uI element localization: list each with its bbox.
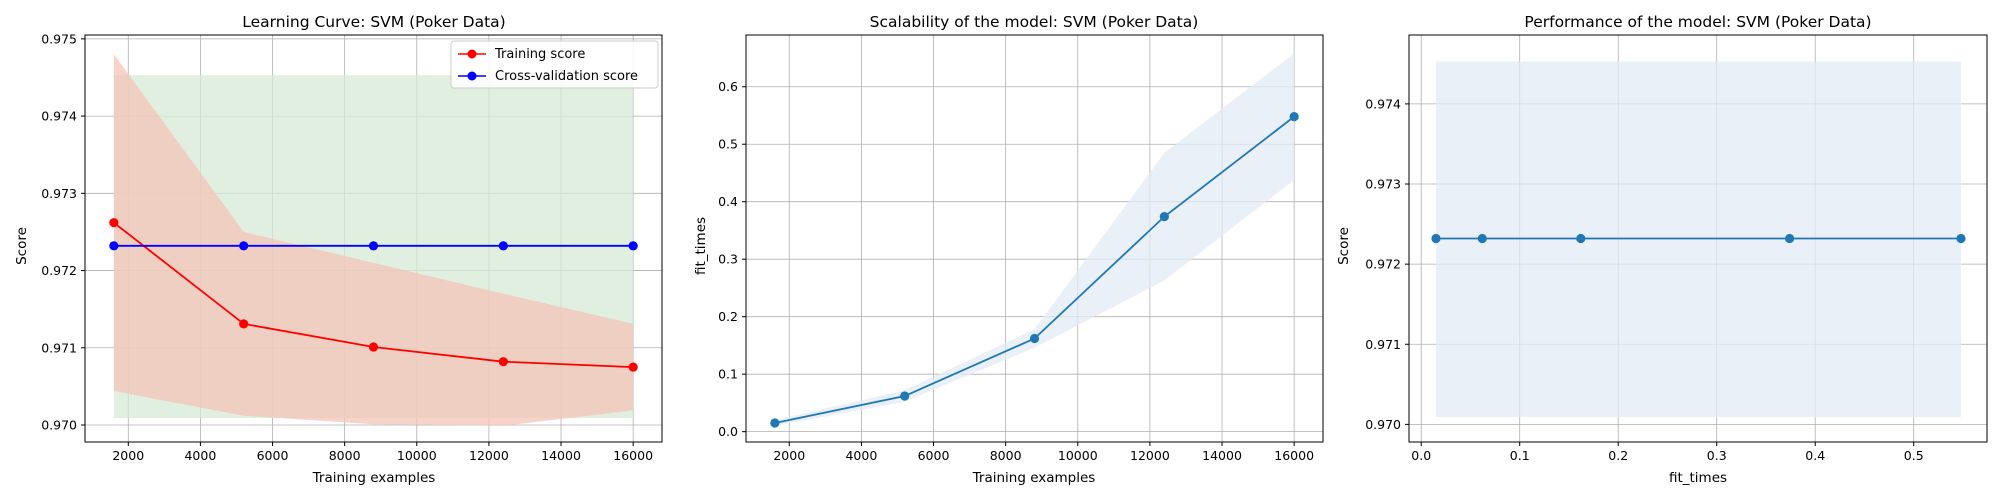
x-tick-label: 2000 [773, 448, 805, 463]
chart-title: Scalability of the model: SVM (Poker Dat… [870, 13, 1199, 31]
confidence-band [113, 54, 634, 426]
x-tick-label: 0.1 [1510, 448, 1530, 463]
data-point [628, 362, 638, 372]
y-tick-label: 0.1 [718, 367, 738, 382]
learning-curve-panel: Learning Curve: SVM (Poker Data) Trainin… [14, 13, 663, 486]
data-point [498, 241, 508, 251]
plot-area: 2000 4000 6000 8000 10000 12000 14000 16000 0.0 0… [718, 34, 1324, 463]
chart-title: Performance of the model: SVM (Poker Dat… [1524, 13, 1871, 31]
x-tick-label: 10000 [1058, 448, 1098, 463]
legend-label-training: Training score [494, 47, 585, 62]
data-point [1785, 233, 1795, 244]
y-tick-label: 0.970 [1365, 417, 1401, 432]
data-point [1159, 212, 1169, 222]
plot-area: 2000 4000 6000 8000 10000 12000 14000 16000 0.97… [41, 31, 663, 463]
axes-frame [84, 34, 663, 443]
x-tick-label: 12000 [1130, 448, 1170, 463]
data-point [900, 391, 910, 401]
y-tick-label: 0.972 [41, 263, 77, 278]
y-tick-label: 0.0 [718, 424, 738, 439]
data-point [368, 241, 379, 251]
data-point [770, 418, 780, 428]
plot-area: 0.0 0.1 0.2 0.3 0.4 0.5 0.970 0.971 0.972 0.973 0.… [1365, 34, 1988, 463]
x-tick-label: 16000 [613, 448, 653, 463]
y-tick-label: 0.2 [718, 309, 738, 324]
performance-panel: Performance of the model: SVM (Poker Dat… [1336, 13, 1988, 486]
x-tick-label: 4000 [845, 448, 877, 463]
data-point [368, 342, 379, 352]
x-tick-label: 4000 [184, 448, 216, 463]
x-tick-label: 0.0 [1411, 448, 1431, 463]
legend-label-cv: Cross-validation score [495, 69, 638, 84]
x-axis-label: fit_times [1669, 470, 1727, 486]
data-point [628, 241, 638, 251]
data-point [1289, 112, 1299, 122]
y-tick-label: 0.970 [41, 418, 77, 433]
x-tick-label: 14000 [541, 448, 581, 463]
data-point [239, 319, 249, 329]
x-axis-label: Training examples [312, 470, 436, 486]
confidence-band [774, 53, 1295, 426]
x-tick-label: 14000 [1202, 448, 1242, 463]
y-tick-label: 0.971 [1365, 337, 1401, 352]
x-tick-label: 10000 [397, 448, 437, 463]
y-tick-label: 0.4 [718, 194, 738, 209]
legend-marker-cv [467, 71, 477, 81]
data-point [1431, 233, 1441, 244]
x-tick-label: 16000 [1274, 448, 1314, 463]
axes-frame [745, 34, 1324, 443]
x-tick-label: 6000 [918, 448, 950, 463]
y-tick-label: 0.974 [1365, 96, 1401, 111]
data-point [1576, 233, 1586, 244]
y-tick-label: 0.3 [718, 252, 738, 267]
x-tick-label: 0.3 [1707, 448, 1727, 463]
y-axis-label: Score [14, 227, 30, 265]
y-tick-label: 0.971 [41, 340, 77, 355]
y-tick-label: 0.974 [41, 109, 77, 124]
y-tick-label: 0.6 [718, 79, 738, 94]
x-tick-label: 0.5 [1904, 448, 1924, 463]
x-tick-label: 12000 [469, 448, 509, 463]
y-axis-label: Score [1336, 227, 1352, 265]
y-tick-label: 0.975 [41, 31, 77, 46]
x-axis-label: Training examples [972, 470, 1096, 486]
x-tick-label: 0.4 [1805, 448, 1825, 463]
y-tick-label: 0.973 [1365, 177, 1401, 192]
y-tick-label: 0.5 [718, 137, 738, 152]
x-tick-label: 2000 [112, 448, 144, 463]
chart-title: Learning Curve: SVM (Poker Data) [242, 13, 505, 31]
legend: Training score Cross-validation score [450, 40, 659, 89]
scalability-panel: Scalability of the model: SVM (Poker Dat… [693, 13, 1324, 486]
legend-marker-training [467, 49, 477, 59]
y-tick-label: 0.973 [41, 186, 77, 201]
data-point [1956, 233, 1966, 244]
data-point [239, 241, 249, 251]
data-point [498, 357, 508, 367]
axes-frame [1408, 34, 1988, 443]
data-point [1477, 233, 1487, 244]
data-point [1029, 333, 1040, 344]
x-tick-label: 8000 [329, 448, 361, 463]
data-point [109, 241, 119, 251]
x-tick-label: 8000 [990, 448, 1022, 463]
legend-box [450, 40, 659, 89]
x-tick-label: 6000 [257, 448, 289, 463]
y-axis-label: fit_times [693, 217, 709, 275]
data-point [109, 218, 119, 228]
y-tick-label: 0.972 [1365, 257, 1401, 272]
x-tick-label: 0.2 [1608, 448, 1628, 463]
